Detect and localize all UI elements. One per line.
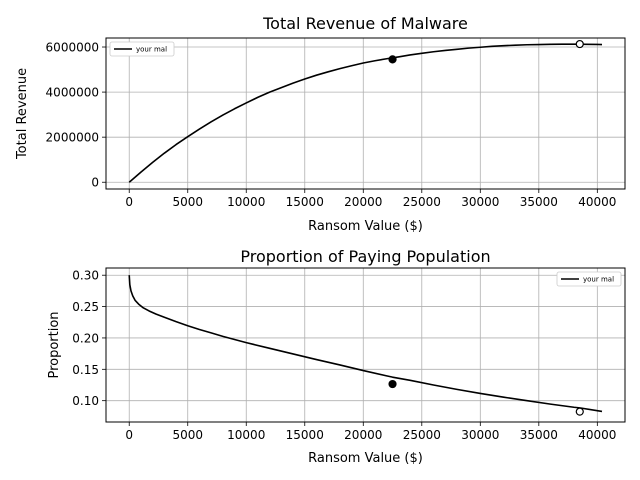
proportion-x-axis-label: Ransom Value ($)	[308, 451, 423, 466]
proportion-x-ticks: 0 5000 10000 15000 20000 25000 30000 35000 40000	[125, 422, 616, 442]
proportion-gridlines	[106, 268, 625, 422]
proportion-legend-label: your mal	[583, 276, 614, 284]
y-tick-label: 6000000	[46, 41, 99, 55]
x-tick-label: 30000	[461, 428, 499, 442]
y-tick-label: 2000000	[46, 131, 99, 145]
revenue-y-ticks: 0 2000000 4000000 6000000	[46, 41, 106, 190]
proportion-series	[128, 275, 603, 413]
x-tick-label: 0	[125, 195, 133, 209]
revenue-legend-label: your mal	[136, 46, 167, 54]
x-tick-label: 15000	[286, 195, 324, 209]
x-tick-label: 30000	[461, 195, 499, 209]
revenue-plot-frame	[105, 37, 626, 190]
y-tick-label: 0.15	[72, 363, 99, 377]
proportion-y-axis-label: Proportion	[47, 311, 62, 378]
revenue-legend: your mal	[109, 41, 175, 57]
x-tick-label: 5000	[172, 195, 203, 209]
y-tick-label: 0.30	[72, 269, 99, 283]
revenue-x-ticks: 0 5000 10000 15000 20000 25000 30000 35000 40000	[125, 189, 616, 209]
revenue-markers	[388, 39, 584, 64]
y-tick-label: 4000000	[46, 86, 99, 100]
proportion-legend: your mal	[556, 271, 622, 287]
proportion-markers	[388, 379, 584, 416]
y-tick-label: 0.10	[72, 394, 99, 408]
x-tick-label: 40000	[578, 428, 616, 442]
revenue-legend-box	[109, 41, 175, 57]
x-tick-label: 20000	[344, 195, 382, 209]
filled-point-marker	[388, 379, 397, 389]
x-tick-label: 10000	[227, 428, 265, 442]
proportion-plot-frame	[105, 267, 626, 423]
y-tick-label: 0.25	[72, 300, 99, 314]
open-point-marker	[575, 407, 584, 416]
open-point-marker	[575, 39, 584, 49]
revenue-y-axis-label: Total Revenue	[15, 68, 30, 160]
x-tick-label: 15000	[286, 428, 324, 442]
y-tick-label: 0.20	[72, 331, 99, 345]
x-tick-label: 25000	[403, 195, 441, 209]
x-tick-label: 40000	[578, 195, 616, 209]
series-line	[128, 275, 603, 413]
proportion-legend-box	[556, 271, 622, 287]
x-tick-label: 35000	[520, 428, 558, 442]
proportion-chart-title: Proportion of Paying Population	[240, 247, 490, 266]
x-tick-label: 20000	[344, 428, 382, 442]
revenue-x-axis-label: Ransom Value ($)	[308, 219, 423, 234]
proportion-chart: 0 5000 10000 15000 20000 25000 30000 35000 40000…	[47, 247, 626, 466]
x-tick-label: 0	[125, 428, 133, 442]
x-tick-label: 25000	[403, 428, 441, 442]
series-line	[128, 43, 603, 183]
revenue-chart: 0 5000 10000 15000 20000 25000 30000 35000 40000…	[15, 14, 626, 234]
revenue-chart-title: Total Revenue of Malware	[262, 14, 468, 33]
y-tick-label: 0	[91, 176, 99, 190]
x-tick-label: 10000	[227, 195, 265, 209]
proportion-y-ticks: 0.10 0.15 0.20 0.25 0.30	[72, 269, 106, 408]
revenue-gridlines	[106, 38, 625, 189]
filled-point-marker	[388, 55, 397, 64]
x-tick-label: 35000	[520, 195, 558, 209]
revenue-series	[128, 43, 603, 183]
x-tick-label: 5000	[172, 428, 203, 442]
